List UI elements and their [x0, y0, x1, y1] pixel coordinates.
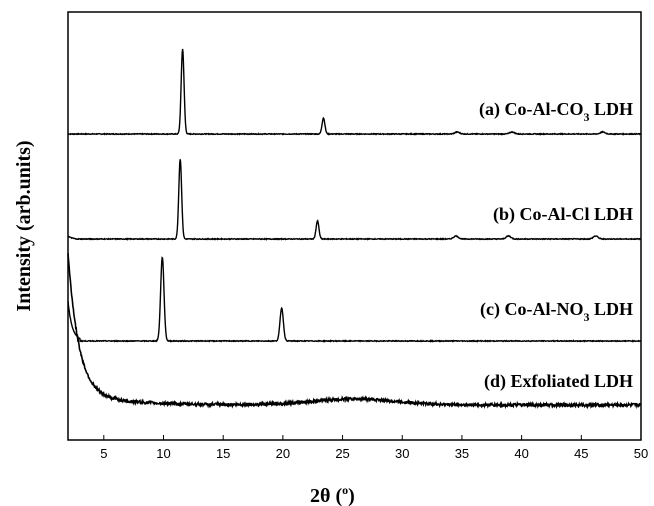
y-axis-title: Intensity (arb.units) [13, 140, 35, 311]
series-label-d: (d) Exfoliated LDH [484, 371, 633, 392]
series-line-a [67, 48, 642, 136]
series-line-c [67, 256, 642, 343]
x-tick-label: 20 [276, 446, 290, 461]
x-ticks-layer: 5 10 15 20 25 30 35 40 45 50 [100, 435, 648, 461]
series-label-a: (a) Co-Al-CO3 LDH [479, 99, 633, 124]
x-tick-label: 50 [634, 446, 648, 461]
series-line-b [67, 159, 642, 241]
series-labels-layer: (a) Co-Al-CO3 LDH (b) Co-Al-Cl LDH (c) Co-… [479, 99, 633, 392]
x-tick-label: 30 [395, 446, 409, 461]
series-line-d [67, 253, 642, 410]
series-label-c: (c) Co-Al-NO3 LDH [480, 299, 633, 324]
x-tick-label: 45 [574, 446, 588, 461]
x-tick-label: 10 [156, 446, 170, 461]
x-tick-label: 25 [335, 446, 349, 461]
x-tick-label: 5 [100, 446, 107, 461]
x-tick-label: 35 [455, 446, 469, 461]
x-tick-label: 15 [216, 446, 230, 461]
x-axis-title: 2θ (o) [310, 483, 355, 506]
series-label-b: (b) Co-Al-Cl LDH [493, 204, 633, 225]
curves-layer [67, 48, 642, 410]
x-tick-label: 40 [514, 446, 528, 461]
plot-frame [67, 11, 642, 441]
